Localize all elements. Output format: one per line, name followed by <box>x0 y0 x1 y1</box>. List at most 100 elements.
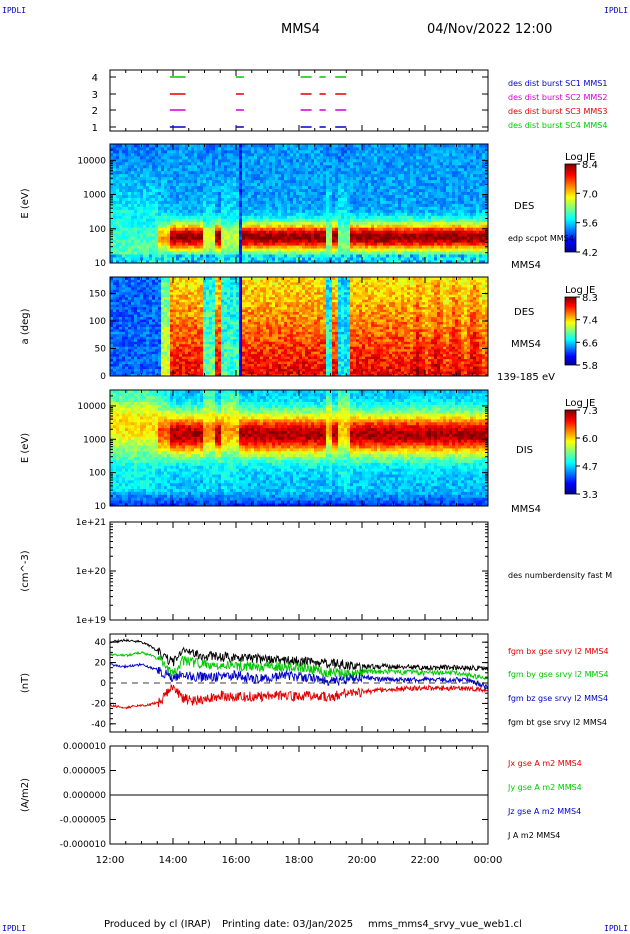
heatmap-cell <box>308 242 312 246</box>
heatmap-cell <box>434 233 438 237</box>
heatmap-cell <box>155 155 159 160</box>
heatmap-cell <box>176 173 180 178</box>
heatmap-cell <box>449 173 453 178</box>
heatmap-cell <box>293 260 297 264</box>
heatmap-cell <box>128 230 132 234</box>
heatmap-cell <box>449 239 453 243</box>
heatmap-cell <box>386 233 390 237</box>
heatmap-cell <box>410 176 414 181</box>
heatmap-cell <box>407 144 411 148</box>
heatmap-cell <box>377 182 381 187</box>
heatmap-cell <box>410 173 414 178</box>
heatmap-cell <box>236 251 240 255</box>
heatmap-cell <box>212 170 216 175</box>
heatmap-cell <box>116 209 120 213</box>
heatmap-cell <box>356 167 360 172</box>
heatmap-cell <box>194 158 198 163</box>
heatmap-cell <box>413 242 417 246</box>
heatmap-cell <box>188 221 192 225</box>
heatmap-cell <box>320 239 324 243</box>
heatmap-cell <box>263 164 267 169</box>
heatmap-cell <box>170 170 174 175</box>
heatmap-cell <box>206 215 210 219</box>
heatmap-cell <box>227 194 231 198</box>
heatmap-cell <box>374 188 378 193</box>
heatmap-cell <box>146 194 150 198</box>
heatmap-cell <box>308 197 312 201</box>
heatmap-cell <box>365 245 369 249</box>
heatmap-cell <box>251 197 255 201</box>
heatmap-cell <box>437 188 441 193</box>
heatmap-cell <box>383 254 387 258</box>
heatmap-cell <box>224 239 228 243</box>
heatmap-cell <box>470 182 474 187</box>
heatmap-cell <box>125 257 129 261</box>
heatmap-cell <box>293 239 297 243</box>
heatmap-cell <box>242 245 246 249</box>
heatmap-cell <box>215 242 219 246</box>
heatmap-cell <box>287 215 291 219</box>
heatmap-cell <box>218 215 222 219</box>
heatmap-cell <box>404 191 408 195</box>
heatmap-cell <box>431 227 435 231</box>
heatmap-cell <box>263 221 267 225</box>
heatmap-cell <box>233 251 237 255</box>
heatmap-cell <box>239 200 243 204</box>
heatmap-cell <box>182 236 186 240</box>
heatmap-cell <box>218 257 222 261</box>
heatmap-cell <box>293 227 297 231</box>
heatmap-cell <box>350 227 354 231</box>
heatmap-cell <box>125 149 129 154</box>
heatmap-cell <box>224 203 228 207</box>
heatmap-cell <box>317 155 321 160</box>
heatmap-cell <box>167 194 171 198</box>
heatmap-cell <box>386 203 390 207</box>
heatmap-cell <box>284 224 288 228</box>
heatmap-cell <box>275 224 279 228</box>
heatmap-cell <box>443 170 447 175</box>
heatmap-cell <box>338 221 342 225</box>
heatmap-cell <box>317 215 321 219</box>
heatmap-cell <box>380 218 384 222</box>
heatmap-cell <box>113 242 117 246</box>
heatmap-cell <box>311 233 315 237</box>
heatmap-cell <box>125 167 129 172</box>
heatmap-cell <box>299 158 303 163</box>
heatmap-cell <box>119 233 123 237</box>
heatmap-cell <box>191 257 195 261</box>
heatmap-cell <box>398 164 402 169</box>
heatmap-cell <box>422 158 426 163</box>
heatmap-cell <box>380 194 384 198</box>
heatmap-cell <box>185 227 189 231</box>
heatmap-cell <box>221 257 225 261</box>
heatmap-cell <box>356 144 360 148</box>
heatmap-cell <box>212 191 216 195</box>
heatmap-cell <box>176 215 180 219</box>
heatmap-cell <box>473 152 477 157</box>
heatmap-cell <box>446 218 450 222</box>
heatmap-cell <box>335 257 339 261</box>
heatmap-cell <box>422 224 426 228</box>
heatmap-cell <box>236 179 240 184</box>
heatmap-cell <box>254 224 258 228</box>
heatmap-cell <box>410 191 414 195</box>
heatmap-cell <box>128 161 132 166</box>
heatmap-cell <box>323 200 327 204</box>
heatmap-cell <box>383 170 387 175</box>
heatmap-cell <box>137 194 141 198</box>
heatmap-cell <box>215 206 219 210</box>
heatmap-cell <box>317 200 321 204</box>
heatmap-cell <box>275 239 279 243</box>
heatmap-cell <box>224 191 228 195</box>
heatmap-cell <box>188 152 192 157</box>
heatmap-cell <box>260 194 264 198</box>
heatmap-cell <box>455 221 459 225</box>
heatmap-cell <box>155 260 159 264</box>
heatmap-cell <box>149 260 153 264</box>
heatmap-cell <box>422 197 426 201</box>
heatmap-cell <box>158 260 162 264</box>
heatmap-cell <box>386 221 390 225</box>
heatmap-cell <box>287 254 291 258</box>
heatmap-cell <box>374 182 378 187</box>
heatmap-cell <box>434 167 438 172</box>
